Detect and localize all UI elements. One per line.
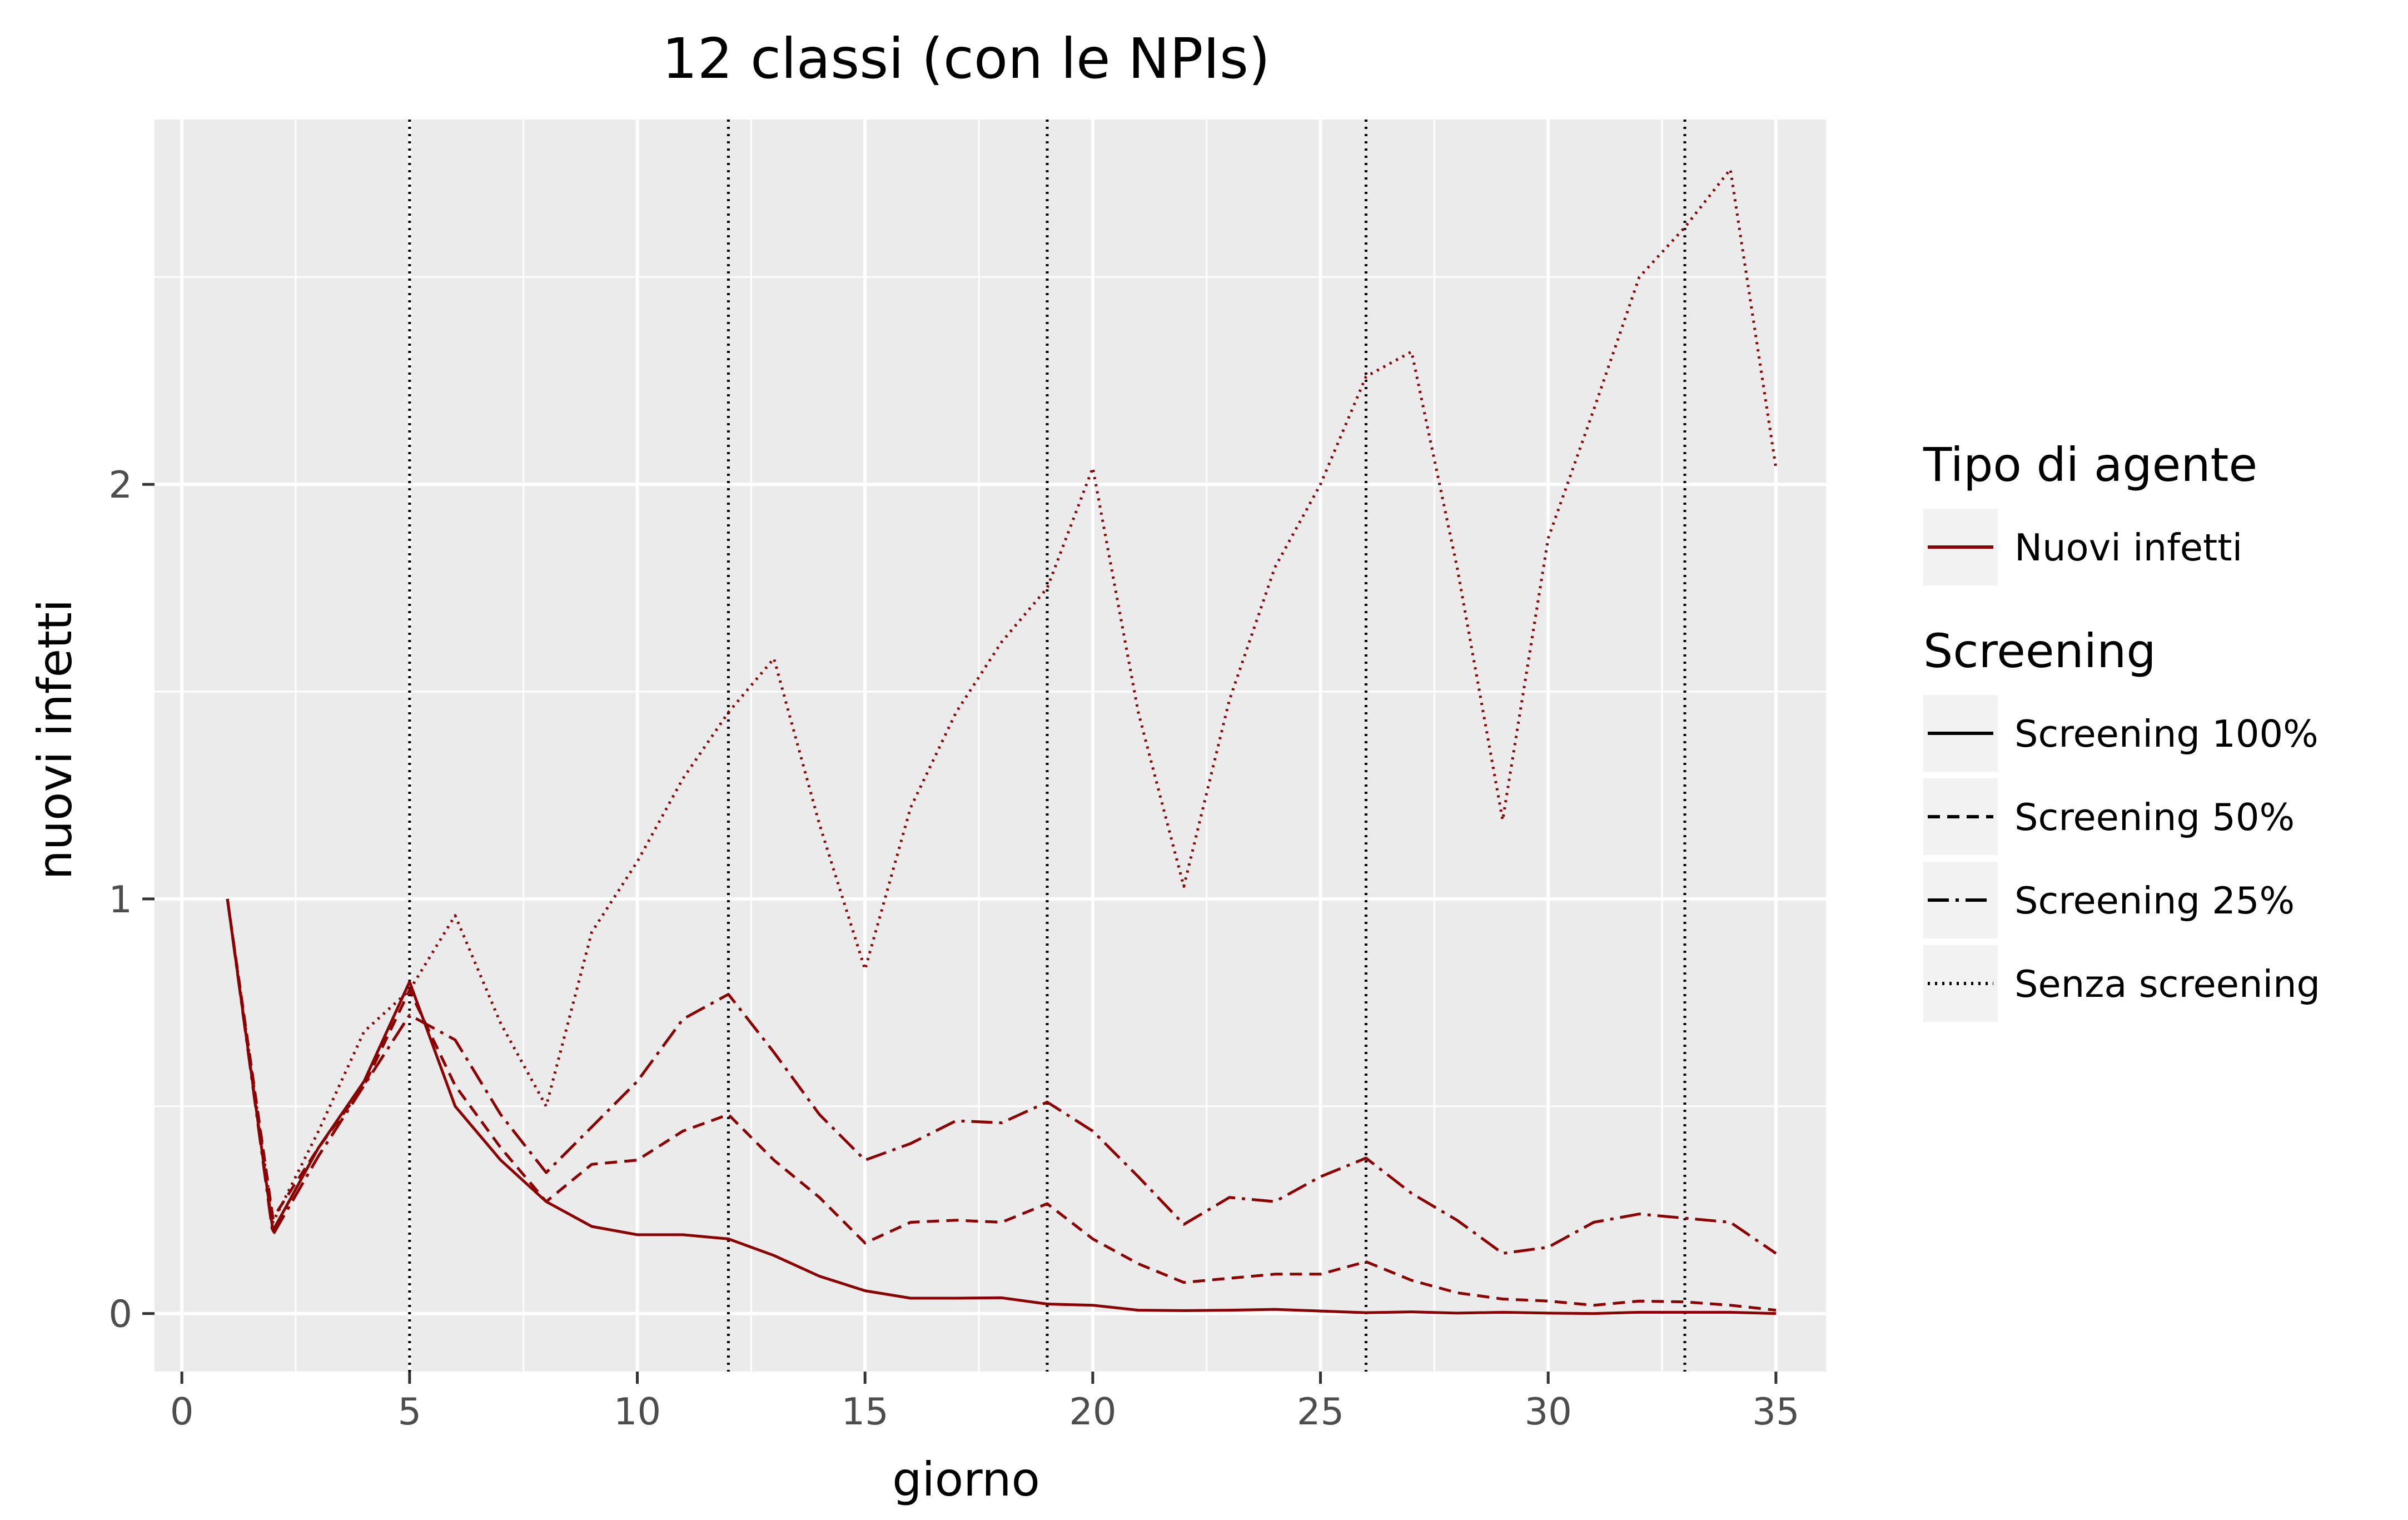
x-tick-label-2: 10 bbox=[614, 1390, 661, 1433]
y-tick-label-0: 0 bbox=[108, 1293, 132, 1336]
x-tick-label-1: 5 bbox=[398, 1390, 422, 1433]
legend-label-1-0: Screening 100% bbox=[2014, 712, 2319, 756]
series-screening-50 bbox=[226, 898, 1777, 1312]
x-tick-label-0: 0 bbox=[170, 1390, 194, 1433]
legend-title-0: Tipo di agente bbox=[1923, 438, 2257, 492]
grid-layer bbox=[155, 120, 1826, 1372]
legend: Tipo di agente Nuovi infetti Screening Scre… bbox=[1923, 438, 2320, 1022]
y-axis-title: nuovi infetti bbox=[28, 599, 82, 880]
x-tick-label-5: 25 bbox=[1297, 1390, 1344, 1433]
series-senza-screening bbox=[226, 168, 1778, 1224]
axes: 0 5 10 15 20 25 30 35 0 1 2 bbox=[108, 463, 1799, 1433]
plot-panel bbox=[155, 120, 1826, 1372]
series-screening-100 bbox=[226, 898, 1776, 1315]
series-screening-25 bbox=[226, 898, 1777, 1255]
series-layer bbox=[226, 168, 1778, 1315]
legend-label-1-3: Senza screening bbox=[2014, 962, 2320, 1006]
x-tick-label-3: 15 bbox=[842, 1390, 889, 1433]
y-tick-label-2: 2 bbox=[108, 463, 132, 506]
chart-title: 12 classi (con le NPIs) bbox=[662, 26, 1270, 91]
y-tick-label-1: 1 bbox=[108, 878, 132, 921]
legend-label-1-2: Screening 25% bbox=[2014, 879, 2295, 922]
x-axis-title: giorno bbox=[892, 1452, 1040, 1507]
x-tick-label-7: 35 bbox=[1752, 1390, 1799, 1433]
legend-label-1-1: Screening 50% bbox=[2014, 796, 2295, 839]
x-tick-label-6: 30 bbox=[1525, 1390, 1572, 1433]
legend-label-0-0: Nuovi infetti bbox=[2014, 526, 2242, 569]
x-tick-label-4: 20 bbox=[1069, 1390, 1116, 1433]
legend-title-1: Screening bbox=[1923, 624, 2156, 678]
